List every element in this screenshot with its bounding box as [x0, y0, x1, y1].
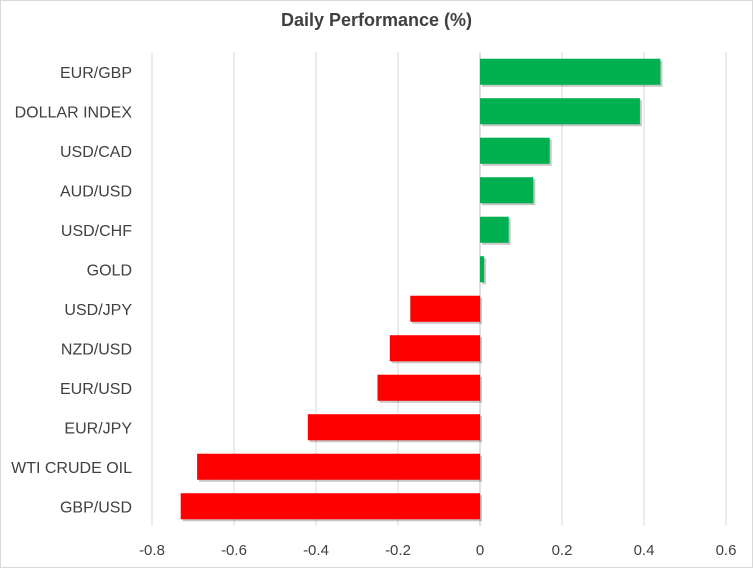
x-tick-label: -0.8: [139, 542, 165, 559]
bar-usd-cad: [480, 137, 550, 164]
x-tick-labels: -0.8 -0.6 -0.4 -0.2 0 0.2 0.4 0.6: [139, 542, 736, 559]
bar-aud-usd: [480, 177, 534, 204]
x-tick-label: 0.4: [634, 542, 655, 559]
x-tick-label: 0.2: [552, 542, 573, 559]
category-label: EUR/JPY: [64, 420, 132, 437]
category-labels: EUR/GBP DOLLAR INDEX USD/CAD AUD/USD USD/CHF…: [11, 65, 132, 517]
bar-dollar-index: [480, 98, 640, 125]
bar-eur-jpy: [307, 414, 480, 441]
chart-title: Daily Performance (%): [280, 10, 473, 30]
bar-eur-usd: [377, 374, 480, 401]
bars: [180, 58, 663, 522]
category-label: NZD/USD: [61, 341, 132, 358]
category-label: GBP/USD: [60, 499, 132, 516]
category-label: EUR/USD: [60, 381, 132, 398]
category-label: AUD/USD: [60, 183, 132, 200]
category-label: EUR/GBP: [60, 65, 132, 82]
category-label: GOLD: [87, 262, 132, 279]
category-label: WTI CRUDE OIL: [11, 460, 132, 477]
category-label: USD/CAD: [60, 144, 132, 161]
bar-usd-chf: [480, 216, 509, 243]
bar-wti-crude-oil: [197, 453, 480, 480]
category-label: USD/JPY: [64, 302, 132, 319]
x-tick-label: 0: [476, 542, 484, 559]
bar-gbp-usd: [180, 493, 480, 520]
category-label: DOLLAR INDEX: [15, 104, 133, 121]
bar-nzd-usd: [389, 335, 480, 362]
x-tick-label: 0.6: [716, 542, 737, 559]
bar-eur-gbp: [480, 58, 661, 85]
category-label: USD/CHF: [61, 223, 132, 240]
x-tick-label: -0.2: [385, 542, 411, 559]
x-tick-label: -0.6: [221, 542, 247, 559]
gridlines: [151, 52, 727, 526]
x-tick-label: -0.4: [303, 542, 329, 559]
bar-gold: [480, 256, 485, 283]
bar-usd-jpy: [410, 295, 480, 322]
